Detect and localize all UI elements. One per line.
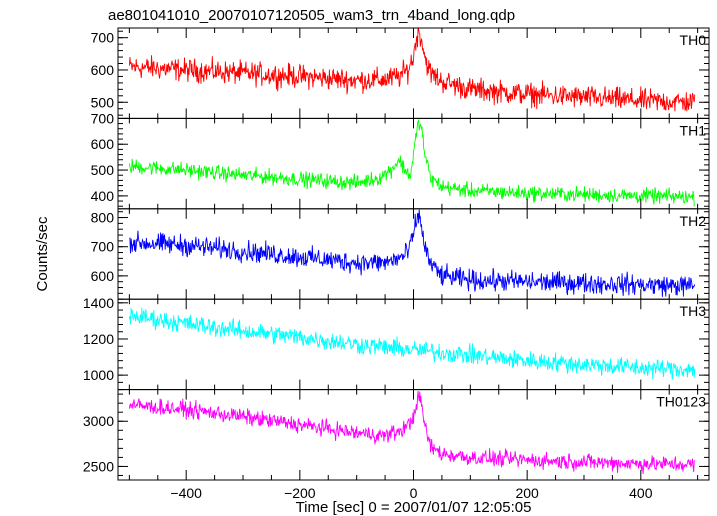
chart-title: ae801041010_20070107120505_wam3_trn_4ban… (108, 7, 515, 24)
y-tick-label: 2500 (83, 458, 114, 474)
panel-label: TH3 (680, 303, 707, 319)
panel-th2: 600 700 800 TH2 (91, 208, 710, 300)
series-line-th1 (128, 118, 696, 207)
panel-th3: 1000 1200 1400 TH3 (83, 295, 710, 391)
y-tick-label: 3000 (83, 413, 114, 429)
panel-label: TH0 (680, 32, 707, 48)
x-tick-label: 200 (515, 485, 539, 501)
y-axis-label: Counts/sec (34, 216, 51, 292)
y-tick-label: 700 (91, 110, 115, 126)
series-line-th2 (129, 209, 696, 297)
x-axis-label: Time [sec] 0 = 2007/01/07 12:05:05 (296, 499, 532, 516)
series-line-th3 (128, 307, 696, 380)
y-tick-label: 600 (91, 136, 115, 152)
x-tick-label: 0 (410, 485, 418, 501)
y-tick-label: 500 (91, 162, 115, 178)
y-tick-label: 700 (91, 239, 115, 255)
panel-label: TH2 (680, 213, 707, 229)
panel-th0123: 2500 3000 TH0123 (83, 389, 710, 481)
y-tick-label: 1000 (83, 367, 114, 383)
x-tick-label: −400 (170, 485, 202, 501)
y-tick-label: 600 (91, 62, 115, 78)
y-tick-label: 800 (91, 210, 115, 226)
y-tick-label: 500 (91, 94, 115, 110)
panel-frame (117, 298, 710, 391)
y-tick-label: 1200 (83, 331, 114, 347)
x-tick-label: −200 (284, 485, 316, 501)
panel-frame (117, 117, 710, 210)
x-tick-label: 400 (629, 485, 653, 501)
panel-label: TH0123 (656, 394, 706, 410)
panel-th0: 500 600 700 TH0 (91, 27, 710, 119)
y-tick-label: 600 (91, 268, 115, 284)
panel-label: TH1 (680, 122, 707, 138)
series-line-th0 (128, 28, 696, 112)
y-tick-label: 700 (91, 30, 115, 46)
panel-th1: 400 500 600 700 TH1 (91, 110, 710, 210)
y-tick-label: 1400 (83, 295, 114, 311)
series-line-th0123 (128, 390, 696, 474)
y-tick-label: 400 (91, 188, 115, 204)
